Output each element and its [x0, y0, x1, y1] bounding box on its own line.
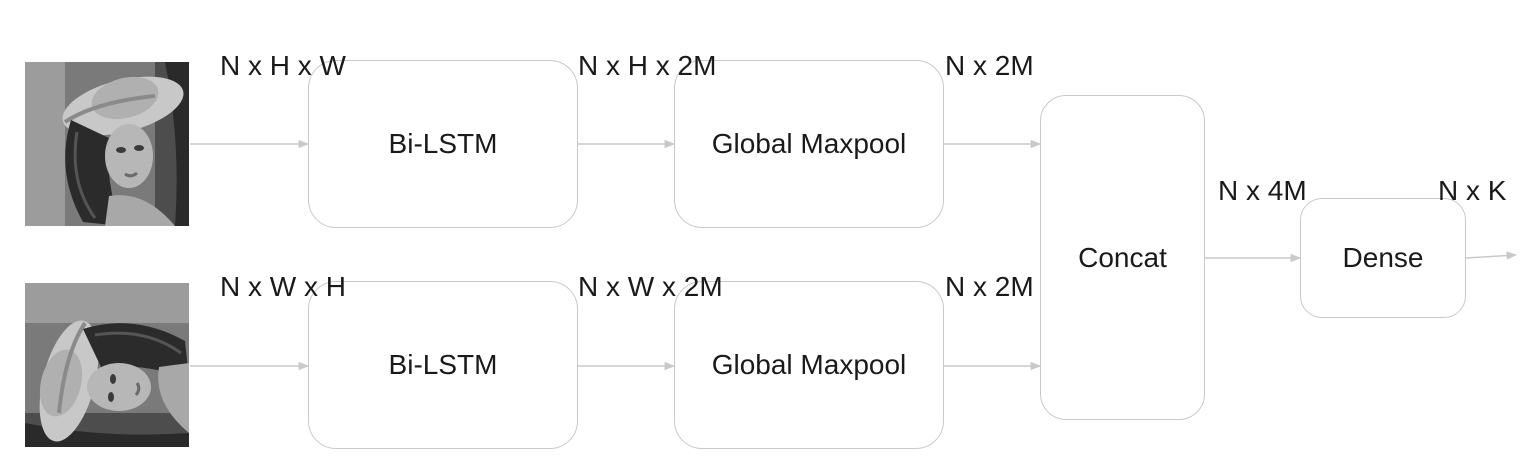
shape-label-top-input: N x H x W — [220, 50, 346, 81]
shape-label-dense-out: N x K — [1438, 175, 1507, 206]
bi-lstm-top-label: Bi-LSTM — [388, 128, 498, 159]
global-maxpool-top-label: Global Maxpool — [711, 128, 907, 159]
input-image-bottom — [25, 283, 189, 447]
global-maxpool-bottom-box: Global Maxpool — [674, 281, 944, 449]
global-maxpool-top-box: Global Maxpool — [674, 60, 944, 228]
shape-label-bottom-lstm-out: N x W x 2M — [578, 271, 723, 302]
input-image-top — [25, 62, 189, 226]
global-maxpool-bottom-label: Global Maxpool — [711, 349, 907, 380]
shape-label-top-pool-out: N x 2M — [945, 50, 1034, 81]
shape-label-bottom-input: N x W x H — [220, 271, 346, 302]
concat-box: Concat — [1040, 95, 1205, 420]
concat-label: Concat — [1078, 241, 1167, 273]
bi-lstm-bottom-box: Bi-LSTM — [308, 281, 578, 449]
shape-label-bottom-pool-out: N x 2M — [945, 271, 1034, 302]
dense-label: Dense — [1342, 242, 1424, 273]
shape-label-concat-out: N x 4M — [1218, 175, 1307, 206]
bi-lstm-bottom-label: Bi-LSTM — [388, 349, 498, 380]
bi-lstm-top-box: Bi-LSTM — [308, 60, 578, 228]
grayscale-portrait-image-transposed — [25, 283, 189, 447]
arrow-dense-output — [1465, 251, 1518, 260]
shape-label-top-lstm-out: N x H x 2M — [578, 50, 717, 81]
dense-box: Dense — [1300, 198, 1466, 318]
grayscale-portrait-image — [25, 62, 189, 226]
